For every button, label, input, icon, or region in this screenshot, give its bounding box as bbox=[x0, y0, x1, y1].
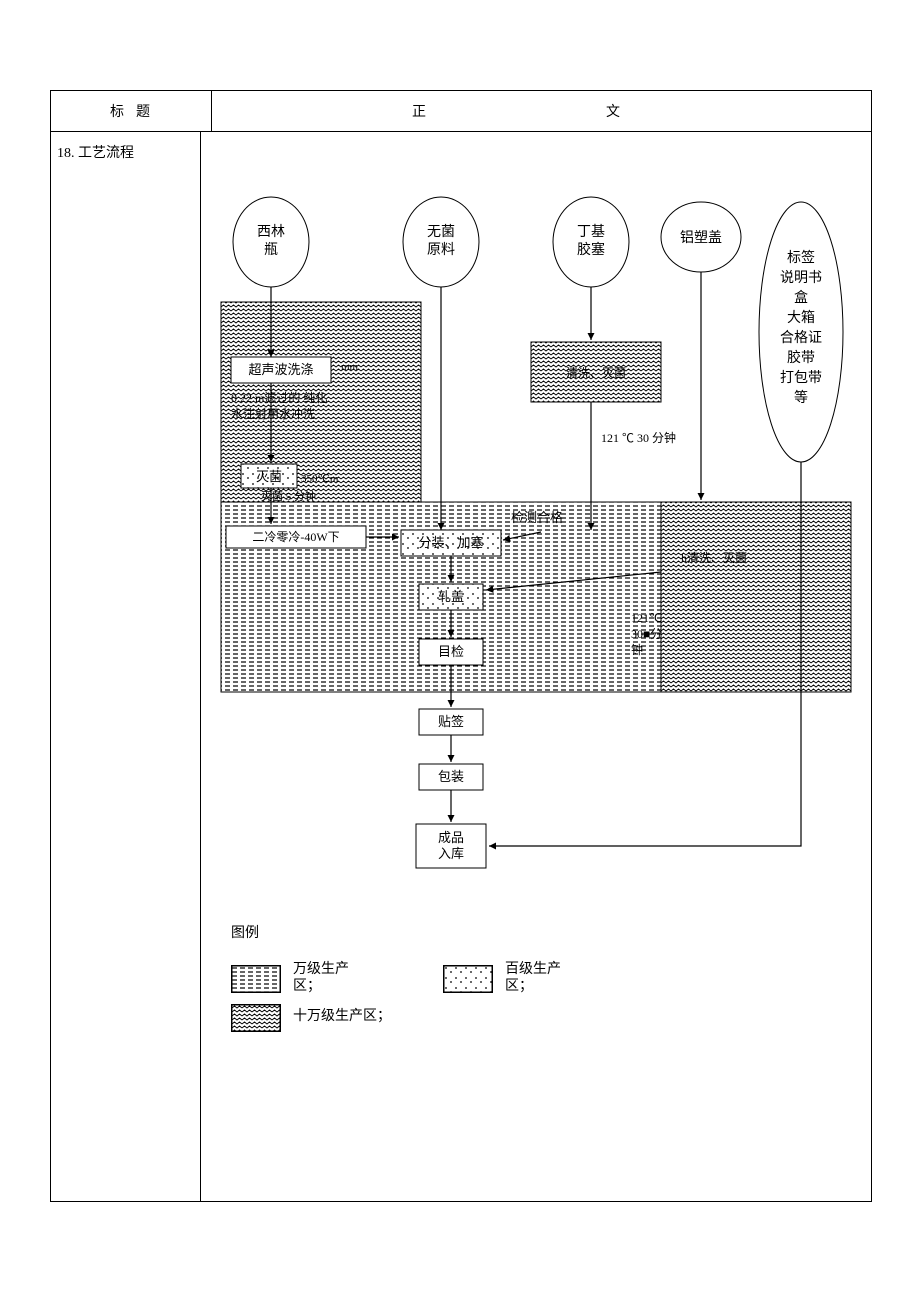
legend-shiwan: 十万级生产区； bbox=[231, 1004, 403, 1032]
header-title-cell: 标题 bbox=[51, 91, 212, 131]
label-wash-note: 121 ℃ 30 分钟 bbox=[601, 430, 676, 445]
legend-wan: 万级生产区； bbox=[231, 962, 403, 996]
label-visual: 目检 bbox=[438, 644, 464, 659]
label-sterilize1-note2: 灭菌 5 分钟 bbox=[261, 489, 316, 503]
label-mm: mm bbox=[341, 361, 359, 373]
svg-text:胶带: 胶带 bbox=[787, 349, 815, 366]
label-fill-plug: 分装、加塞 bbox=[418, 535, 483, 550]
legend-shiwan-text: 十万级生产区； bbox=[293, 1009, 403, 1026]
svg-text:瓶: 瓶 bbox=[264, 242, 278, 258]
label-inspect-ok: 检测合格 bbox=[511, 510, 563, 525]
label-freeze: 二冷零冷-40W下 bbox=[252, 530, 339, 544]
label-pack: 包装 bbox=[438, 769, 464, 784]
svg-text:说明书: 说明书 bbox=[780, 270, 822, 286]
section-label-cell: 18. 工艺流程 bbox=[51, 132, 201, 1202]
svg-text:铝塑盖: 铝塑盖 bbox=[680, 230, 722, 246]
header-row: 标题 正文 bbox=[51, 91, 871, 132]
input-rubber-stopper: 丁基 胶塞 bbox=[553, 197, 629, 287]
input-packaging: 标签 说明书 盒 大箱 合格证 胶带 打包带 等 bbox=[759, 202, 843, 462]
label-ultrasonic: 超声波洗涤 bbox=[248, 362, 313, 377]
swatch-wan-icon bbox=[231, 965, 281, 993]
label-stock2: 入库 bbox=[438, 846, 464, 861]
label-cap-seal: 轧盖 bbox=[438, 589, 464, 604]
svg-text:打包带: 打包带 bbox=[780, 369, 822, 386]
label-wash-sterilize: 清洗、灭菌 bbox=[566, 366, 626, 380]
label-filter-1: 0.22 m滤过的 纯化 bbox=[231, 390, 327, 405]
zone-shiwan-right bbox=[661, 502, 851, 692]
flowchart-svg: 西林 瓶 无菌 原料 丁基 胶塞 铝塑盖 bbox=[201, 132, 871, 1202]
svg-text:标签: 标签 bbox=[787, 249, 815, 266]
svg-text:盒: 盒 bbox=[794, 289, 808, 306]
label-label: 贴签 bbox=[438, 714, 464, 729]
header-body-cell: 正文 bbox=[212, 91, 871, 131]
label-filter-2: 水注射用水冲洗 bbox=[231, 406, 315, 421]
label-temp-note2: 30■分 bbox=[631, 627, 662, 641]
svg-text:无菌: 无菌 bbox=[427, 224, 455, 240]
swatch-bai-icon bbox=[443, 965, 493, 993]
flowchart-cell: 西林 瓶 无菌 原料 丁基 胶塞 铝塑盖 bbox=[201, 132, 871, 1202]
swatch-shiwan-icon bbox=[231, 1004, 281, 1032]
svg-text:胶塞: 胶塞 bbox=[577, 241, 605, 258]
legend: 图例 bbox=[231, 922, 615, 1040]
body-row: 18. 工艺流程 bbox=[51, 132, 871, 1202]
input-sterile-material: 无菌 原料 bbox=[403, 197, 479, 287]
svg-text:大箱: 大箱 bbox=[787, 310, 815, 326]
legend-bai: 百级生产区； bbox=[443, 962, 615, 996]
label-temp-note1: 121℃ bbox=[631, 611, 662, 625]
document-frame: 标题 正文 18. 工艺流程 bbox=[50, 90, 872, 1202]
legend-title: 图例 bbox=[231, 922, 615, 942]
label-stock1: 成品 bbox=[438, 830, 464, 845]
svg-text:原料: 原料 bbox=[427, 242, 455, 258]
label-sterilize1-note: 350℃m bbox=[301, 473, 339, 485]
svg-text:丁基: 丁基 bbox=[577, 223, 605, 240]
label-temp-note3: 钟 bbox=[631, 642, 643, 657]
svg-text:合格证: 合格证 bbox=[780, 330, 822, 346]
input-vial: 西林 瓶 bbox=[233, 197, 309, 287]
legend-wan-text: 万级生产区； bbox=[293, 962, 403, 996]
svg-text:西林: 西林 bbox=[257, 224, 285, 240]
svg-text:等: 等 bbox=[794, 389, 808, 406]
label-sterilize1: 灭菌 bbox=[256, 469, 282, 484]
section-number: 18. 工艺流程 bbox=[57, 146, 134, 161]
label-h-wash: h清洗、灭菌 bbox=[681, 551, 747, 565]
input-alu-cap: 铝塑盖 bbox=[661, 202, 741, 272]
legend-bai-text: 百级生产区； bbox=[505, 962, 615, 996]
